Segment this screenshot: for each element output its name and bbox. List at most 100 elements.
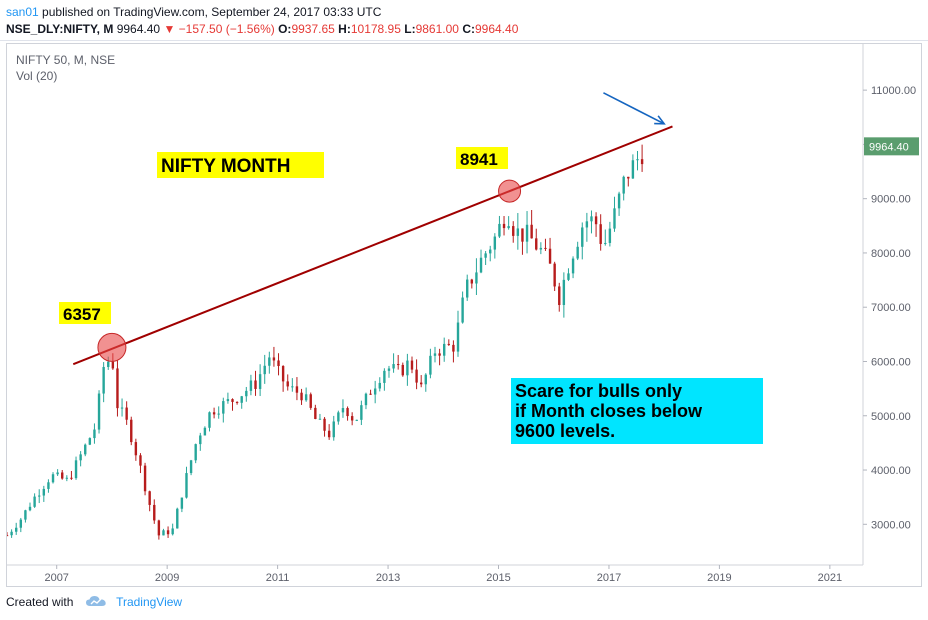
y-tick-label: 3000.00 — [871, 519, 911, 531]
candle-body — [304, 394, 308, 401]
candle-body — [475, 272, 478, 284]
note-line: if Month closes below — [515, 401, 703, 421]
candle-body — [74, 460, 78, 479]
down-arrow-icon: ▼ — [163, 22, 176, 36]
created-with-text: Created with — [6, 595, 74, 609]
candle-body — [277, 360, 280, 367]
high-label: H: — [338, 22, 351, 36]
candle-body — [617, 193, 621, 209]
candle-body — [15, 527, 18, 532]
candle-body — [562, 279, 566, 306]
candle-body — [443, 343, 446, 356]
y-tick-label: 5000.00 — [871, 411, 911, 423]
peak-2015-label-bg — [456, 147, 508, 169]
candle-body — [120, 407, 124, 409]
candle-body — [369, 393, 372, 395]
candle-body — [235, 401, 239, 403]
candle-body — [341, 408, 345, 413]
candle-body — [56, 472, 59, 475]
candle-body — [613, 208, 616, 229]
candle-body — [309, 394, 312, 408]
candle-body — [360, 405, 363, 420]
candle-body — [130, 419, 133, 443]
candle-body — [516, 228, 520, 236]
y-tick-label: 6000.00 — [871, 356, 911, 368]
candle-body — [553, 263, 556, 287]
candle-body — [84, 444, 87, 455]
open-label: O: — [278, 22, 292, 36]
candle-body — [530, 224, 533, 239]
candle-body — [484, 253, 487, 258]
peak-2015-label: 8941 — [460, 150, 498, 169]
candle-body — [387, 368, 391, 371]
publish-line: san01 published on TradingView.com, Sept… — [6, 5, 381, 19]
candle-body — [604, 242, 607, 244]
candle-body — [189, 460, 193, 474]
last-price-badge — [864, 137, 919, 156]
candle-body — [498, 223, 501, 237]
candle-body — [424, 374, 427, 385]
candle-body — [590, 216, 593, 222]
candle-body — [93, 429, 96, 439]
candle-body — [47, 482, 50, 489]
tradingview-link[interactable]: TradingView — [116, 595, 183, 609]
author-link[interactable]: san01 — [6, 5, 39, 19]
peak-circle-marker — [97, 332, 127, 362]
tradingview-cloud-icon — [85, 595, 107, 610]
x-tick-label: 2009 — [155, 572, 179, 584]
candle-body — [194, 444, 197, 461]
candle-body — [355, 419, 358, 421]
candle-body — [401, 364, 404, 376]
candle-body — [539, 247, 543, 250]
candle-body — [263, 365, 266, 375]
candle-body — [258, 374, 262, 389]
candle-body — [346, 408, 349, 417]
candle-body — [433, 353, 437, 356]
candle-body — [295, 386, 299, 393]
candle-body — [350, 416, 354, 421]
candle-body — [171, 528, 174, 535]
note-bg — [511, 378, 763, 444]
candle-body — [456, 322, 460, 352]
candle-body — [61, 472, 64, 479]
candle-body — [521, 228, 524, 242]
candle-body — [323, 418, 326, 431]
candle-body — [447, 343, 451, 345]
y-tick-label: 11000.00 — [871, 85, 916, 97]
candle-body — [65, 477, 69, 479]
candle-body — [33, 496, 36, 507]
candle-body — [594, 216, 598, 225]
candle-body — [461, 297, 464, 323]
candle-body — [378, 382, 381, 389]
pointer-arrow-line — [603, 92, 665, 125]
low-value: 9861.00 — [415, 22, 459, 36]
candlestick-chart[interactable]: 3000.00 4000.00 5000.00 6000.00 7000.00 8000.… — [7, 44, 921, 586]
candle-body — [281, 366, 285, 382]
candle-body — [337, 412, 340, 422]
candle-body — [631, 160, 635, 179]
candle-body — [134, 442, 138, 456]
x-tick-label: 2019 — [707, 572, 731, 584]
candle-body — [585, 221, 589, 228]
volume-legend: Vol (20) — [16, 69, 58, 83]
candle-body — [19, 519, 23, 528]
x-tick-label: 2017 — [597, 572, 621, 584]
candle-body — [42, 488, 46, 496]
close-label: C: — [462, 22, 475, 36]
candle-body — [222, 401, 225, 414]
chart-area[interactable]: 3000.00 4000.00 5000.00 6000.00 7000.00 8000.… — [6, 43, 922, 587]
candle-body — [373, 388, 377, 395]
candle-body — [24, 510, 27, 520]
symbol-label[interactable]: NSE_DLY:NIFTY, M — [6, 22, 114, 36]
candle-body — [406, 360, 409, 376]
candle-body — [452, 344, 455, 352]
candle-body — [226, 399, 230, 402]
y-tick-label: 7000.00 — [871, 302, 911, 314]
last-price-badge-label: 9964.40 — [869, 141, 909, 153]
candle-body — [272, 357, 276, 361]
candle-body — [608, 228, 612, 243]
y-tick-label: 8000.00 — [871, 248, 911, 260]
candle-body — [240, 396, 243, 403]
candle-body — [429, 355, 432, 375]
candle-body — [300, 392, 303, 401]
